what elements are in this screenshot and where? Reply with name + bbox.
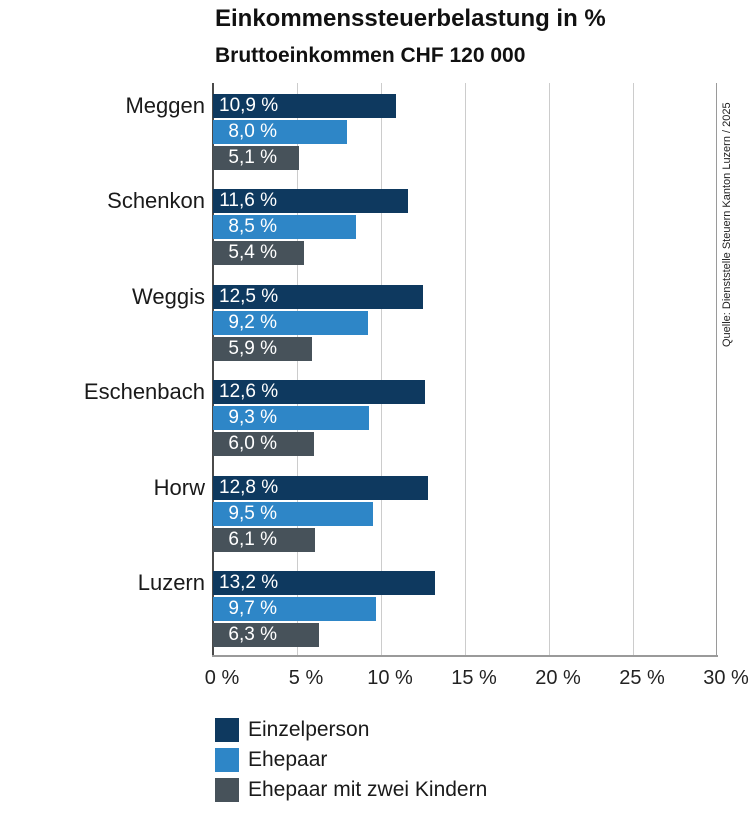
- bar-value-label: 9,3 %: [228, 407, 277, 428]
- bar-value-label: 6,1 %: [228, 529, 277, 550]
- bar-value-label: 12,5 %: [219, 286, 279, 307]
- gridline-20: [549, 83, 550, 655]
- bar-value-label: 12,8 %: [219, 477, 279, 498]
- legend-label: Einzelperson: [248, 718, 370, 741]
- bar-value-label: 13,2 %: [219, 572, 279, 593]
- legend-item: Ehepaar mit zwei Kindern: [215, 778, 487, 802]
- category-label: Schenkon: [107, 188, 205, 214]
- category-label: Weggis: [132, 283, 205, 309]
- bar-value-label: 11,6 %: [219, 190, 277, 211]
- bar: 5,4 %: [213, 241, 304, 265]
- bar-value-label: 9,5 %: [228, 503, 277, 524]
- bar: 5,1 %: [213, 146, 299, 170]
- chart-title: Einkommenssteuerbelastung in %: [215, 5, 606, 32]
- gridline-0: [212, 83, 214, 655]
- bar-value-label: 5,1 %: [228, 147, 277, 168]
- x-tick-label: 5 %: [288, 667, 324, 689]
- source-note: Quelle: Dienststelle Steuern Kanton Luze…: [721, 102, 733, 347]
- bar: 8,5 %: [213, 215, 356, 239]
- category-label: Horw: [153, 474, 205, 500]
- legend-item: Ehepaar: [215, 748, 327, 772]
- gridline-30: [716, 83, 717, 655]
- legend-label: Ehepaar mit zwei Kindern: [248, 778, 488, 801]
- x-tick-label: 25 %: [619, 667, 665, 689]
- bar-value-label: 5,9 %: [228, 338, 277, 359]
- legend-label: Ehepaar: [248, 748, 328, 771]
- x-tick-label: 15 %: [451, 667, 497, 689]
- bar: 9,5 %: [213, 502, 373, 526]
- bar-value-label: 8,5 %: [228, 216, 277, 237]
- bar: 12,6 %: [213, 380, 425, 404]
- bar: 8,0 %: [213, 120, 348, 144]
- bar: 6,3 %: [213, 623, 319, 647]
- bar: 12,5 %: [213, 285, 423, 309]
- legend-swatch: [215, 748, 239, 772]
- x-tick-label: 10 %: [367, 667, 413, 689]
- x-tick-label: 20 %: [535, 667, 581, 689]
- bar-value-label: 12,6 %: [219, 381, 279, 402]
- bar-value-label: 9,7 %: [228, 598, 277, 619]
- bar: 6,1 %: [213, 528, 316, 552]
- bar: 10,9 %: [213, 94, 397, 118]
- x-tick-label: 0 %: [204, 667, 240, 689]
- bar-value-label: 6,3 %: [228, 624, 277, 645]
- bar: 9,7 %: [213, 597, 376, 621]
- bar: 13,2 %: [213, 571, 435, 595]
- gridline-10: [381, 83, 382, 655]
- category-label: Meggen: [125, 93, 205, 118]
- chart-subtitle: Bruttoeinkommen CHF 120 000: [215, 44, 526, 67]
- bar-value-label: 5,4 %: [228, 242, 277, 263]
- gridline-5: [297, 83, 298, 655]
- bar: 11,6 %: [213, 189, 408, 213]
- bar-value-label: 8,0 %: [228, 121, 277, 142]
- bar: 9,2 %: [213, 311, 368, 335]
- bar: 9,3 %: [213, 406, 370, 430]
- legend-swatch: [215, 778, 239, 802]
- bar-value-label: 9,2 %: [228, 312, 277, 333]
- bar-value-label: 10,9 %: [219, 95, 279, 116]
- bar-value-label: 6,0 %: [228, 433, 277, 454]
- legend-swatch: [215, 718, 239, 742]
- legend-item: Einzelperson: [215, 718, 369, 742]
- x-axis-line: [212, 655, 718, 657]
- bar: 5,9 %: [213, 337, 313, 361]
- bar: 6,0 %: [213, 432, 314, 456]
- plot-area: 10,9 % 8,0 % 5,1 % 11,6 % 8,5 % 5,4 % 12,5 % 9,…: [212, 83, 717, 655]
- category-label: Eschenbach: [83, 379, 205, 405]
- category-label: Luzern: [137, 570, 205, 595]
- gridline-25: [633, 83, 634, 655]
- bar: 12,8 %: [213, 476, 429, 500]
- gridline-15: [465, 83, 466, 655]
- x-tick-label: 30 %: [703, 667, 749, 689]
